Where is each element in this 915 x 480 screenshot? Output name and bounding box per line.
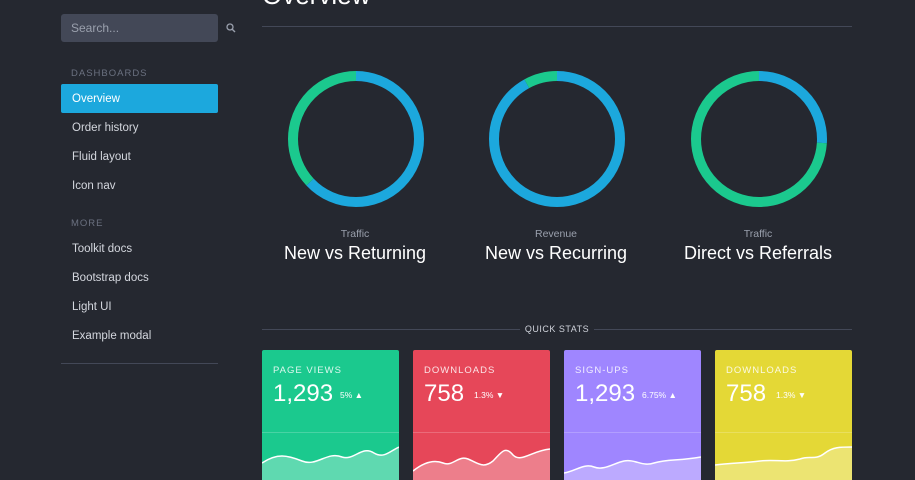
donut-segment-green (288, 71, 424, 207)
donut-caption: Traffic Direct vs Referrals (658, 228, 858, 264)
quick-stats-rule-left (262, 329, 520, 330)
donut-label: Traffic (743, 228, 773, 240)
stat-divider (715, 432, 852, 433)
stat-card-downloads-2: Downloads 758 1.3% ▼ (715, 350, 852, 480)
stat-value: 1,293 (273, 380, 334, 407)
nav-header-dashboards: Dashboards (71, 68, 148, 79)
sparkline (413, 448, 550, 480)
donut-title: New vs Returning (283, 243, 427, 263)
trend-up-icon: ▲ (668, 390, 677, 400)
stat-name: Sign-ups (575, 365, 629, 376)
sidebar-item-example-modal[interactable]: Example modal (72, 329, 152, 342)
stat-value: 758 (424, 380, 465, 407)
stat-card-page-views: Page views 1,293 5% ▲ (262, 350, 399, 480)
trend-down-icon: ▼ (797, 390, 807, 400)
stat-value: 1,293 (575, 380, 636, 407)
search-input[interactable] (71, 21, 226, 35)
stat-name: Downloads (424, 365, 496, 376)
stat-delta: 6.75% ▲ (642, 390, 677, 400)
sidebar-divider (61, 363, 218, 364)
trend-down-icon: ▼ (495, 390, 505, 400)
stat-delta: 1.3% ▼ (474, 390, 505, 400)
trend-up-icon: ▲ (354, 390, 364, 400)
sparkline (262, 446, 399, 480)
search-box[interactable] (61, 14, 236, 42)
sidebar-item-bootstrap-docs[interactable]: Bootstrap docs (72, 271, 149, 284)
donut-chart-direct-vs-referrals (689, 64, 829, 214)
donut-segment-blue (489, 71, 625, 207)
stat-name: Downloads (726, 365, 798, 376)
sidebar-item-icon-nav[interactable]: Icon nav (72, 179, 116, 192)
nav-header-more: More (71, 218, 104, 229)
search-icon[interactable] (226, 23, 236, 33)
donut-segment-green (691, 71, 827, 207)
donut-label: Revenue (534, 228, 578, 240)
stat-name: Page views (273, 365, 342, 376)
donut-caption: Revenue New vs Recurring (456, 228, 656, 264)
donut-caption: Traffic New vs Returning (255, 228, 455, 264)
stat-delta: 1.3% ▼ (776, 390, 807, 400)
sidebar-item-order-history[interactable]: Order history (72, 121, 139, 134)
donut-title: Direct vs Referrals (683, 243, 833, 263)
quick-stats-label: QUICK STATS (524, 324, 590, 334)
stat-divider (564, 432, 701, 433)
donut-segment-green (489, 71, 625, 207)
main-content: Overview Traffic New vs Returning Revenu… (262, 0, 852, 480)
stat-divider (262, 432, 399, 433)
sidebar-item-overview[interactable]: Overview (61, 84, 218, 113)
stat-card-sign-ups: Sign-ups 1,293 6.75% ▲ (564, 350, 701, 480)
title-divider (262, 26, 852, 27)
stat-card-downloads: Downloads 758 1.3% ▼ (413, 350, 550, 480)
stat-divider (413, 432, 550, 433)
stat-value: 758 (726, 380, 767, 407)
donut-chart-new-vs-returning (286, 64, 426, 214)
donut-chart-new-vs-recurring (487, 64, 627, 214)
sidebar: Dashboards Overview Order history Fluid … (61, 0, 236, 480)
sparkline (715, 446, 852, 480)
quick-stats-rule-right (594, 329, 852, 330)
donut-label: Traffic (340, 228, 370, 240)
sparkline (564, 456, 701, 480)
stat-delta: 5% ▲ (340, 390, 364, 400)
donut-title: New vs Recurring (484, 243, 628, 263)
sidebar-item-fluid-layout[interactable]: Fluid layout (72, 150, 131, 163)
sidebar-item-toolkit-docs[interactable]: Toolkit docs (72, 242, 133, 255)
sidebar-item-light-ui[interactable]: Light UI (72, 300, 112, 313)
page-title: Overview (262, 0, 370, 11)
